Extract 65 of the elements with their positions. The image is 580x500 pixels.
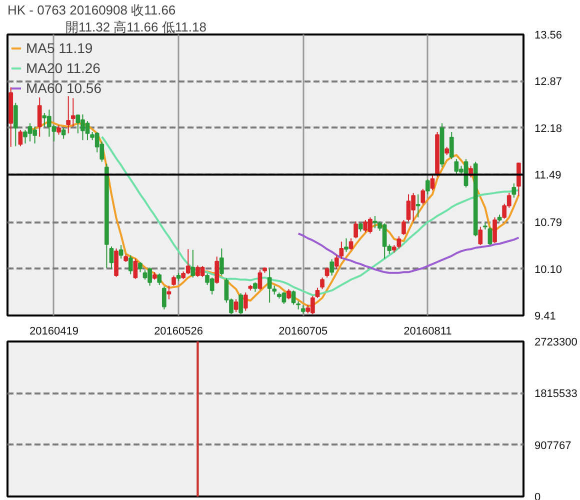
candlestick <box>128 254 133 275</box>
y-tick-label: 11.49 <box>534 170 562 182</box>
candlestick <box>13 102 18 147</box>
candlestick <box>219 248 224 276</box>
x-tick-label: 20160526 <box>154 326 204 338</box>
candlestick <box>172 275 176 286</box>
candlestick <box>138 262 142 273</box>
candlestick <box>339 241 344 260</box>
candlestick <box>166 285 172 300</box>
candlestick <box>37 96 42 138</box>
y-tick-label: 9.41 <box>534 310 556 322</box>
candlestick <box>344 238 348 252</box>
chart-title: HK - 0763 20160908 收11.66 <box>8 2 176 18</box>
candlestick <box>243 292 248 312</box>
legend-label: MA5 11.19 <box>26 40 93 56</box>
candlestick <box>61 127 66 140</box>
legend-label: MA20 11.26 <box>26 60 100 76</box>
candlestick <box>348 238 354 250</box>
candlestick <box>488 226 492 246</box>
x-tick-label: 20160811 <box>404 326 452 338</box>
candlestick <box>426 178 430 195</box>
candlestick <box>18 129 23 147</box>
y-tick-label: 907767 <box>534 440 572 452</box>
candlestick <box>238 292 244 315</box>
candlestick <box>291 290 296 306</box>
candlestick <box>449 132 454 160</box>
candlestick <box>133 258 138 280</box>
candlestick <box>234 298 238 313</box>
candlestick <box>214 256 220 284</box>
chart-subtitle: 開11.32 高11.66 低11.18 <box>66 20 206 34</box>
candlestick <box>324 266 330 278</box>
y-tick-label: 12.18 <box>534 122 562 135</box>
candlestick <box>334 254 339 270</box>
candlestick <box>416 194 420 218</box>
candlestick <box>478 226 483 246</box>
candlestick <box>109 246 114 270</box>
candlestick <box>190 249 196 278</box>
y-tick-label: 10.10 <box>534 264 562 276</box>
y-tick-label: 2723300 <box>534 336 578 348</box>
candlestick <box>402 220 406 236</box>
y-tick-label: 1815533 <box>534 388 578 400</box>
candlestick <box>162 286 166 310</box>
candlestick <box>430 174 435 191</box>
y-tick-label: 10.79 <box>534 217 562 230</box>
candlestick <box>492 216 497 244</box>
legend-label: MA60 10.56 <box>26 80 102 96</box>
x-tick-label: 20160419 <box>30 326 78 338</box>
candlestick <box>56 124 61 136</box>
candlestick <box>315 287 320 298</box>
candlestick <box>420 188 426 205</box>
y-tick-label: 12.87 <box>534 76 562 88</box>
candlestick <box>157 273 162 286</box>
x-tick-label: 20160705 <box>278 326 328 338</box>
candlestick <box>516 162 521 196</box>
candlestick <box>286 288 291 300</box>
candlestick <box>512 182 516 198</box>
y-tick-label: 13.56 <box>534 30 562 42</box>
candlestick <box>66 96 71 134</box>
candlestick <box>330 258 334 276</box>
candlestick <box>320 277 324 290</box>
candlestick <box>258 270 262 290</box>
line-series <box>297 232 520 274</box>
candlestick <box>70 98 76 128</box>
candlestick <box>354 220 358 239</box>
candlestick <box>253 282 258 292</box>
